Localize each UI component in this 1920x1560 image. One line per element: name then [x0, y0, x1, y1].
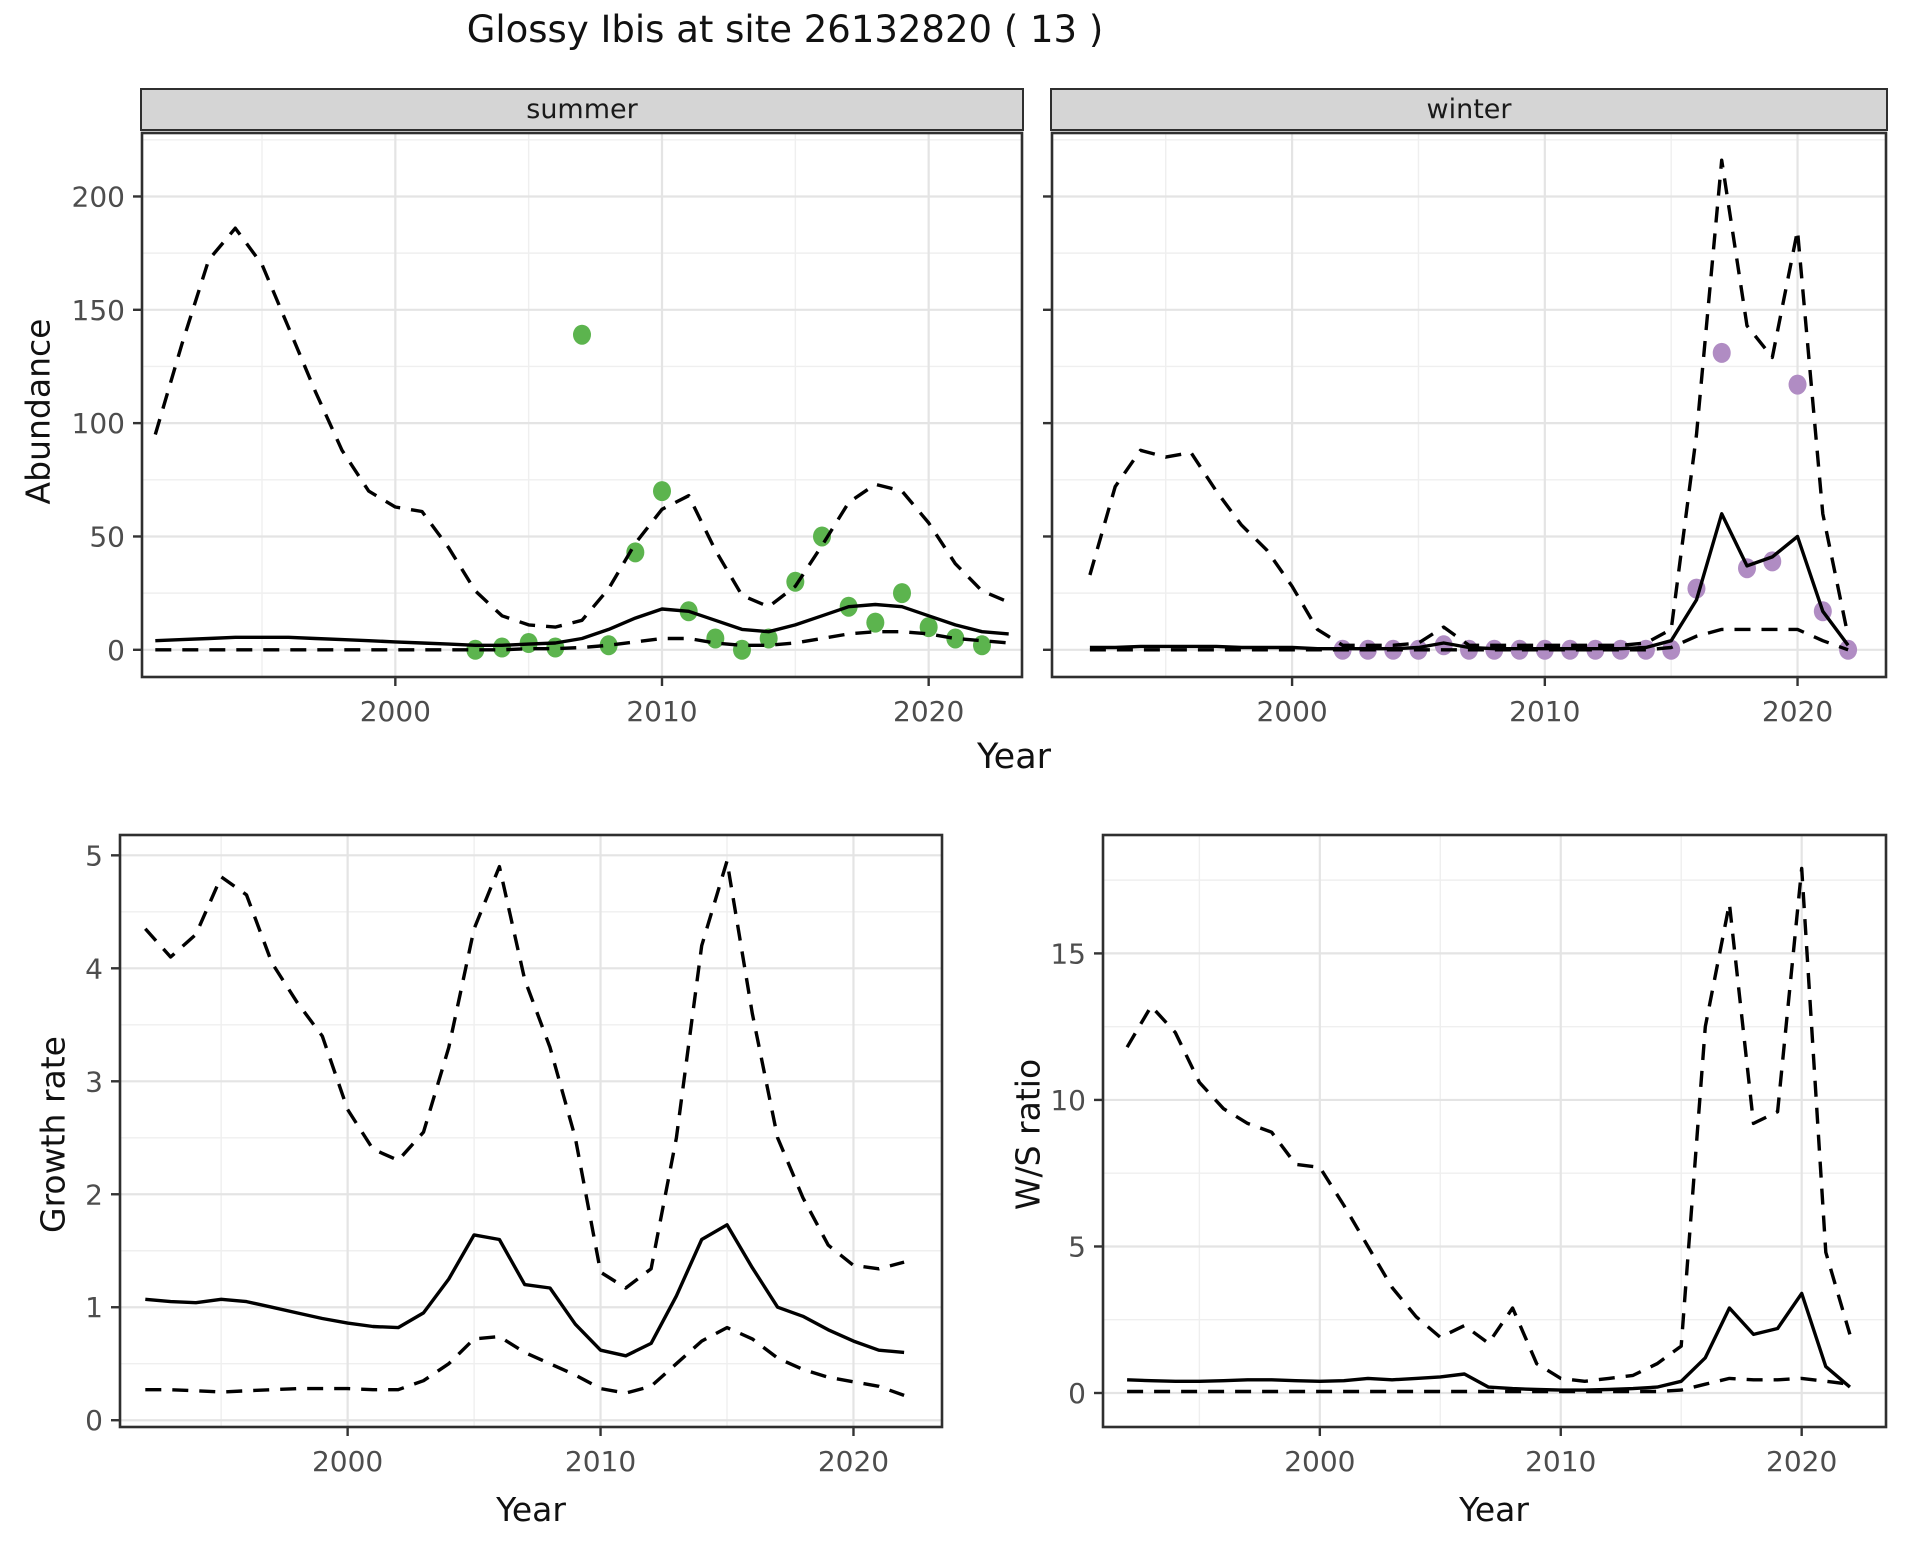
y-tick-label: 4	[85, 952, 103, 985]
data-point	[1662, 639, 1681, 660]
ws_ratio-estimate	[1127, 1291, 1852, 1392]
y-tick-label: 150	[72, 294, 125, 327]
data-point	[573, 324, 591, 345]
y-tick-label: 5	[85, 839, 103, 872]
y-tick-label: 5	[1068, 1230, 1086, 1263]
y-tick-label: 2	[85, 1178, 103, 1211]
data-point	[1763, 551, 1782, 572]
data-point	[893, 583, 911, 604]
x-tick-label: 2000	[1284, 1445, 1355, 1478]
x-axis-title-year-growth: Year	[496, 1490, 566, 1529]
y-tick-label: 3	[85, 1065, 103, 1098]
ws_ratio-upper_ci	[1125, 866, 1852, 1384]
growth_rate-lower_ci	[145, 1325, 905, 1397]
x-tick-label: 2010	[565, 1445, 636, 1478]
panel-growth_rate: 2000 2010 2020 0 1 2 3 4 5	[85, 833, 944, 1478]
x-tick-label: 2010	[1525, 1445, 1596, 1478]
x-tick-label: 2020	[1762, 695, 1833, 728]
abundance_summer-estimate	[155, 602, 1009, 647]
x-tick-label: 2010	[626, 695, 697, 728]
y-tick-label: 1	[85, 1291, 103, 1324]
x-tick-label: 2000	[312, 1445, 383, 1478]
y-tick-label: 0	[1068, 1377, 1086, 1410]
y-tick-label: 10	[1050, 1084, 1086, 1117]
data-point	[946, 628, 965, 649]
growth_rate-estimate	[145, 1223, 905, 1358]
data-point	[866, 612, 885, 633]
facet-strip-winter-label: winter	[1426, 94, 1512, 125]
plot-title: Glossy Ibis at site 26132820 ( 13 )	[466, 8, 1104, 51]
y-tick-label: 100	[72, 407, 125, 440]
x-tick-label: 2020	[893, 695, 964, 728]
data-point	[973, 635, 991, 656]
x-tick-label: 2020	[818, 1445, 889, 1478]
data-point	[759, 628, 778, 649]
x-tick-label: 2000	[360, 695, 431, 728]
panel-ws_ratio: 2000 2010 2020 0 5 10 15	[1050, 833, 1888, 1478]
data-point	[706, 628, 725, 649]
data-point	[599, 635, 618, 656]
x-tick-label: 2020	[1766, 1445, 1837, 1478]
abundance_summer-upper_ci	[153, 226, 1010, 629]
panel-border	[1050, 131, 1888, 679]
abundance_winter-lower_ci	[1089, 627, 1849, 652]
ws_ratio-lower_ci	[1127, 1376, 1851, 1394]
x-tick-label: 2010	[1509, 695, 1580, 728]
data-point	[1712, 342, 1731, 363]
y-tick-label: 200	[72, 180, 125, 213]
data-point	[626, 542, 645, 563]
data-point	[653, 481, 671, 502]
data-point	[1738, 558, 1756, 579]
panel-border	[140, 131, 1024, 679]
data-point	[493, 637, 511, 658]
x-tick-label: 2000	[1256, 695, 1327, 728]
data-point	[733, 639, 751, 660]
facet-strip-summer: summer	[140, 88, 1024, 131]
y-tick-label: 15	[1050, 937, 1086, 970]
x-axis-title-year-ws: Year	[1459, 1490, 1529, 1529]
y-tick-label: 0	[85, 1404, 103, 1437]
x-axis-title-year-top: Year	[976, 737, 1052, 777]
panel-abundance_summer: 2000 2010 2020 0 50 100 150 200	[72, 131, 1024, 728]
abundance_winter-observed_counts	[1333, 342, 1858, 660]
y-tick-label: 50	[89, 520, 125, 553]
abundance_winter-upper_ci	[1088, 158, 1850, 647]
facet-strip-summer-label: summer	[526, 94, 638, 125]
abundance_winter-estimate	[1089, 512, 1850, 651]
abundance_summer-lower_ci	[155, 630, 1009, 652]
growth_rate-upper_ci	[144, 859, 905, 1290]
y-tick-label: 0	[107, 634, 125, 667]
data-point	[1788, 374, 1807, 395]
panel-abundance_winter: 2000 2010 2020	[1043, 131, 1888, 728]
panel-border	[1101, 833, 1888, 1429]
facet-strip-winter: winter	[1050, 88, 1888, 131]
panel-border	[118, 833, 944, 1429]
